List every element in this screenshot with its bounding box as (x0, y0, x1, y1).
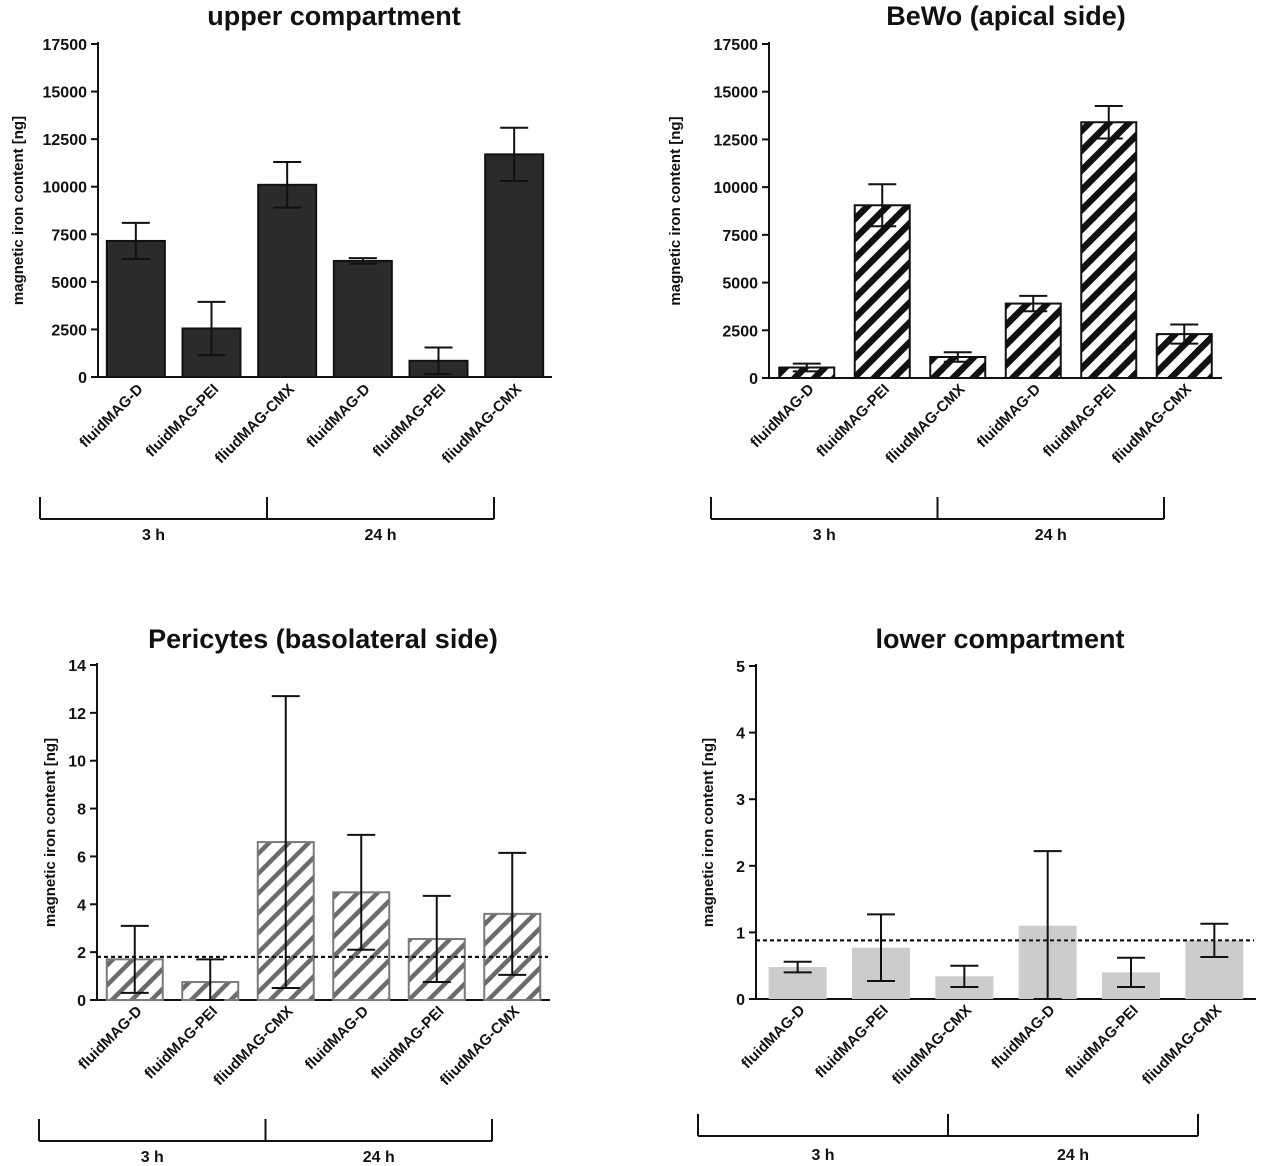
x-category-label: fliudMAG-CMX (210, 1003, 296, 1089)
y-axis-label: magnetic iron content [ng] (700, 738, 717, 927)
y-tick-label: 5000 (51, 275, 87, 292)
x-category-label: fluidMAG-D (76, 381, 146, 451)
x-category-label: fluidMAG-PEI (370, 381, 450, 461)
group-label: 3 h (141, 1149, 164, 1166)
y-tick-label: 12500 (714, 132, 759, 149)
y-tick-label: 2 (736, 859, 745, 876)
x-category-label: fliudMAG-CMX (439, 381, 525, 467)
x-category-label: fliudMAG-CMX (889, 1002, 975, 1088)
bar (1004, 302, 1062, 379)
bar (853, 204, 911, 379)
y-tick-label: 1 (736, 925, 745, 942)
chart-title: upper compartment (207, 1, 461, 31)
x-category-label: fluidMAG-D (303, 381, 373, 451)
x-category-label: fluidMAG-D (988, 1002, 1058, 1072)
y-tick-label: 5 (736, 659, 745, 676)
group-label: 24 h (364, 527, 396, 544)
y-tick-label: 5000 (722, 276, 758, 293)
x-category-label: fluidMAG-D (302, 1003, 372, 1073)
y-tick-label: 0 (749, 371, 758, 388)
y-tick-label: 14 (68, 658, 86, 675)
x-category-label: fluidMAG-PEI (143, 381, 223, 461)
x-category-label: fliudMAG-CMX (437, 1003, 523, 1089)
x-category-label: fluidMAG-PEI (1040, 381, 1120, 461)
y-tick-label: 0 (78, 370, 87, 387)
x-category-label: fliudMAG-CMX (1139, 1002, 1225, 1088)
y-tick-label: 15000 (43, 85, 88, 102)
y-tick-label: 3 (736, 792, 745, 809)
chart-bewo-apical: BeWo (apical side) magnetic iron content … (667, 1, 1222, 544)
bar (484, 153, 545, 378)
x-category-label: fliudMAG-CMX (212, 381, 298, 467)
x-category-label: fluidMAG-D (75, 1003, 145, 1073)
bar (257, 183, 318, 378)
y-tick-label: 10000 (714, 180, 759, 197)
group-label: 3 h (811, 1147, 834, 1164)
chart-title: Pericytes (basolateral side) (148, 624, 498, 654)
y-axis-label: magnetic iron content [ng] (10, 116, 27, 305)
y-tick-label: 10000 (43, 180, 88, 197)
x-category-label: fliudMAG-CMX (1109, 381, 1195, 467)
x-category-label: fliudMAG-CMX (882, 381, 968, 467)
y-tick-label: 12500 (43, 132, 88, 149)
chart-lower-compartment: lower compartment magnetic iron content [… (697, 624, 1256, 1164)
bar (1080, 121, 1138, 379)
bar (105, 239, 166, 378)
bar (332, 259, 393, 379)
y-tick-label: 17500 (43, 37, 88, 54)
y-tick-label: 2 (77, 945, 86, 962)
y-tick-label: 6 (77, 849, 86, 866)
x-category-label: fluidMAG-PEI (368, 1003, 448, 1083)
chart-title: lower compartment (875, 624, 1124, 654)
y-tick-label: 0 (77, 993, 86, 1010)
group-label: 3 h (142, 527, 165, 544)
y-tick-label: 7500 (51, 227, 87, 244)
y-tick-label: 10 (68, 754, 86, 771)
chart-pericytes-basolateral: Pericytes (basolateral side) magnetic iro… (38, 624, 550, 1166)
chart-title: BeWo (apical side) (886, 1, 1126, 31)
y-tick-label: 4 (77, 897, 86, 914)
group-label: 24 h (1057, 1147, 1089, 1164)
y-tick-label: 7500 (722, 228, 758, 245)
x-category-label: fluidMAG-D (747, 381, 817, 451)
y-tick-label: 15000 (714, 85, 759, 102)
y-tick-label: 2500 (51, 322, 87, 339)
x-category-label: fluidMAG-PEI (812, 1002, 892, 1082)
x-category-label: fluidMAG-D (974, 381, 1044, 451)
y-tick-label: 17500 (714, 37, 759, 54)
y-axis-label: magnetic iron content [ng] (667, 116, 684, 305)
y-axis-label: magnetic iron content [ng] (42, 738, 59, 927)
chart-upper-compartment: upper compartment magnetic iron content [… (10, 1, 552, 544)
group-label: 24 h (363, 1149, 395, 1166)
x-category-label: fluidMAG-PEI (141, 1003, 221, 1083)
x-category-label: fluidMAG-PEI (1062, 1002, 1142, 1082)
x-category-label: fluidMAG-PEI (813, 381, 893, 461)
y-tick-label: 8 (77, 802, 86, 819)
y-tick-label: 2500 (722, 323, 758, 340)
y-tick-label: 4 (736, 726, 745, 743)
y-tick-label: 0 (736, 992, 745, 1009)
group-label: 24 h (1035, 527, 1067, 544)
x-category-label: fluidMAG-D (738, 1002, 808, 1072)
group-label: 3 h (813, 527, 836, 544)
y-tick-label: 12 (68, 706, 86, 723)
